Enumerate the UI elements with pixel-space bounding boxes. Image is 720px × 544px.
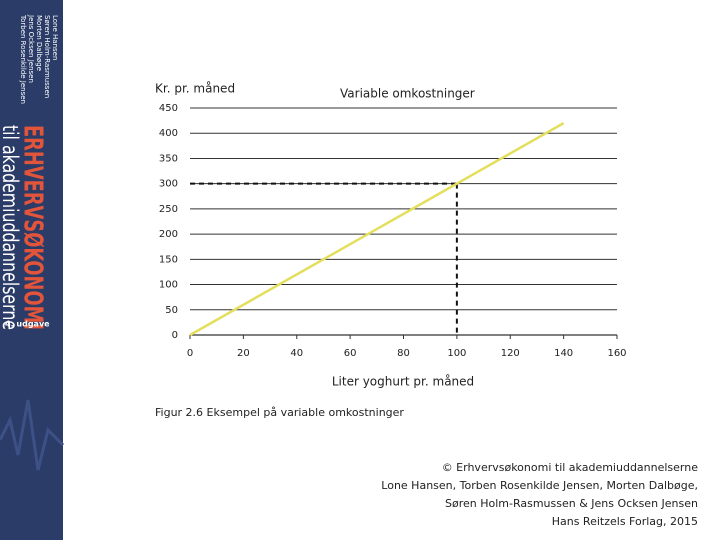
y-tick-label: 50 — [165, 305, 178, 316]
y-tick-label: 100 — [159, 280, 178, 291]
cover-title: ERHVERVSØKONOMI — [18, 125, 48, 330]
cover-author: Jens Ocksen Jensen — [27, 14, 35, 83]
x-axis-label: Liter yoghurt pr. måned — [332, 375, 474, 389]
cover-author: Torben Rosenkilde Jensen — [19, 14, 27, 104]
x-tick-label: 40 — [290, 348, 303, 359]
cover-decoration — [0, 399, 65, 471]
copyright-line: © Erhvervsøkonomi til akademiuddannelser… — [442, 461, 699, 474]
cover-author: Lone Hansen — [51, 15, 59, 60]
chart-title: Variable omkostninger — [340, 87, 475, 101]
cover-edition: 4. udgave — [5, 320, 50, 329]
x-tick-label: 80 — [397, 348, 410, 359]
y-tick-label: 350 — [159, 153, 178, 164]
x-tick-label: 100 — [447, 348, 466, 359]
x-tick-label: 120 — [501, 348, 520, 359]
y-tick-label: 300 — [159, 179, 178, 190]
y-tick-label: 0 — [172, 330, 178, 341]
y-tick-label: 400 — [159, 128, 178, 139]
x-tick-label: 20 — [237, 348, 250, 359]
copyright-line: Søren Holm-Rasmussen & Jens Ocksen Jense… — [445, 497, 698, 510]
caption: Figur 2.6 Eksempel på variable omkostnin… — [155, 406, 404, 419]
copyright-line: Hans Reitzels Forlag, 2015 — [552, 515, 698, 528]
cover-author: Morten Dalbøge — [35, 15, 43, 71]
y-tick-label: 150 — [159, 254, 178, 265]
y-axis-label: Kr. pr. måned — [155, 82, 235, 96]
copyright-line: Lone Hansen, Torben Rosenkilde Jensen, M… — [381, 479, 698, 492]
x-tick-label: 60 — [344, 348, 357, 359]
y-tick-label: 450 — [159, 103, 178, 114]
x-tick-label: 140 — [554, 348, 573, 359]
cover-author: Søren Holm-Rasmussen — [43, 15, 51, 98]
x-tick-label: 0 — [187, 348, 193, 359]
y-tick-label: 250 — [159, 204, 178, 215]
y-tick-label: 200 — [159, 229, 178, 240]
book-cover — [0, 0, 63, 540]
cover-subtitle: til akademiuddannelserne — [0, 125, 22, 330]
x-tick-label: 160 — [607, 348, 626, 359]
data-line — [189, 122, 565, 337]
